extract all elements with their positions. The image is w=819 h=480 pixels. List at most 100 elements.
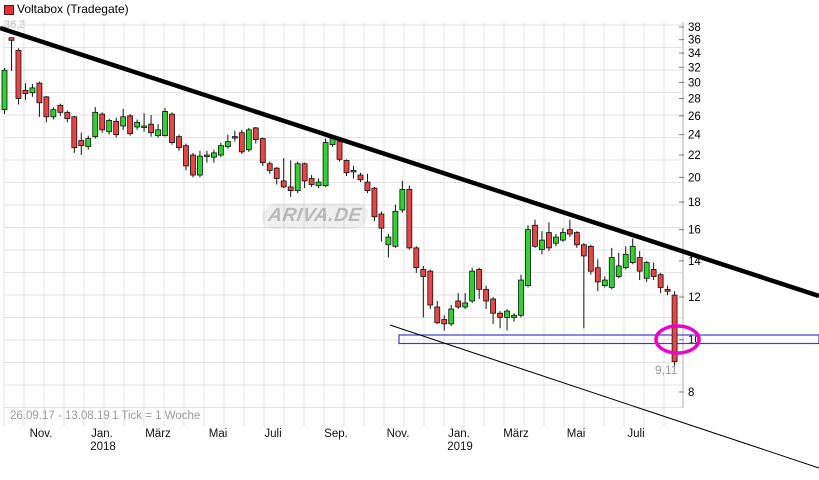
candle-body — [273, 167, 280, 179]
support-range-box — [398, 334, 819, 345]
chart-title: Voltabox (Tradegate) — [17, 2, 129, 16]
candle-body — [106, 120, 113, 133]
y-axis-tick-label: 18 — [688, 197, 701, 209]
candle-body — [50, 109, 57, 118]
y-axis-tick-label: 32 — [688, 62, 701, 74]
candle-body — [204, 154, 210, 157]
candle-body — [99, 113, 106, 131]
candle-body — [120, 116, 127, 127]
highlight-ellipse — [654, 324, 701, 355]
candle-body — [629, 245, 636, 263]
x-axis-month-label: Mai — [208, 428, 228, 440]
candle-body — [504, 310, 510, 318]
candle-body — [245, 129, 252, 151]
candle-body — [601, 279, 608, 286]
candle-body — [210, 152, 217, 158]
candle-body — [511, 314, 517, 318]
candle-body — [231, 136, 238, 139]
candle-body — [385, 236, 392, 246]
candle-body — [469, 270, 476, 302]
candle-body — [36, 82, 43, 104]
candle-body — [371, 187, 378, 218]
candle-body — [434, 306, 441, 324]
y-axis-tick-label: 36 — [688, 35, 701, 47]
x-axis-month-label: Jan. — [91, 428, 113, 440]
y-axis-tick-label: 30 — [688, 77, 701, 89]
candle-body — [315, 181, 322, 187]
candle-body — [483, 288, 490, 302]
candle-body — [636, 257, 643, 272]
candle-body — [448, 308, 455, 325]
y-axis-tick-label: 34 — [688, 48, 701, 60]
instrument-legend-icon — [4, 5, 14, 15]
candle-body — [664, 288, 671, 292]
downtrend-line — [0, 25, 819, 299]
candle-body — [176, 136, 182, 149]
candle-body — [113, 120, 120, 136]
candle-body — [566, 229, 573, 235]
candle-body — [259, 138, 266, 164]
candle-body — [322, 142, 329, 187]
candle-body — [148, 123, 154, 134]
tick-interval-label: 1 Tick = 1 Woche — [112, 410, 201, 422]
candle-body — [455, 300, 462, 308]
candle-body — [497, 312, 503, 318]
candle-body — [615, 265, 622, 277]
y-axis-tick-label: 12 — [688, 292, 701, 304]
candle-body — [29, 87, 36, 94]
y-axis-tick-label: 24 — [688, 130, 701, 142]
candle-body — [287, 186, 294, 192]
candle-body — [343, 160, 350, 174]
x-axis-month-label: Mai — [566, 428, 586, 440]
y-axis-tick-label: 8 — [688, 387, 694, 399]
watermark-text: ARIVA.DE — [266, 205, 364, 226]
candle-body — [580, 244, 587, 257]
candle-body — [427, 270, 434, 306]
candle-body — [85, 138, 92, 148]
candle-body — [1, 69, 8, 111]
candle-body — [413, 247, 420, 269]
candle-body — [155, 129, 161, 137]
candle-body — [197, 155, 203, 176]
candle-body — [622, 253, 629, 269]
candle-body — [671, 294, 678, 362]
candle-body — [183, 145, 189, 167]
candle-body — [594, 267, 601, 283]
y-axis-tick-label: 28 — [688, 94, 701, 106]
candle-body — [553, 236, 559, 244]
candle-body — [280, 180, 287, 188]
y-axis-tick-label: 20 — [688, 172, 701, 184]
x-axis-month-label: Juli — [264, 428, 282, 440]
candle-body — [560, 232, 566, 241]
x-axis-year-label: 2018 — [90, 441, 116, 453]
candle-body — [357, 174, 364, 181]
candle-body — [301, 163, 308, 182]
candle-body — [490, 298, 497, 314]
candle-body — [266, 163, 273, 171]
candle-body — [462, 302, 469, 308]
candle-body — [420, 269, 427, 277]
candle-body — [22, 89, 29, 94]
candle-body — [43, 96, 50, 118]
candle-body — [224, 141, 231, 148]
last-price-label: 9,11 — [655, 363, 678, 377]
x-axis-month-label: März — [503, 428, 529, 440]
candle-body — [364, 181, 371, 192]
candle-body — [190, 154, 196, 176]
candle-body — [399, 188, 406, 211]
candle-body — [546, 232, 552, 249]
candle-body — [643, 262, 650, 279]
candle-body — [252, 127, 259, 140]
candle-body — [308, 178, 315, 185]
candle-body — [15, 49, 22, 99]
x-axis-month-label: März — [145, 428, 171, 440]
candle-body — [8, 37, 15, 41]
candle-body — [587, 245, 594, 272]
x-axis-month-label: Sep. — [324, 428, 348, 440]
x-axis-month-label: Juli — [627, 428, 645, 440]
date-range-label: 26.09.17 - 13.08.19 — [10, 410, 110, 422]
candle-body — [169, 113, 175, 143]
candle-body — [476, 269, 483, 290]
